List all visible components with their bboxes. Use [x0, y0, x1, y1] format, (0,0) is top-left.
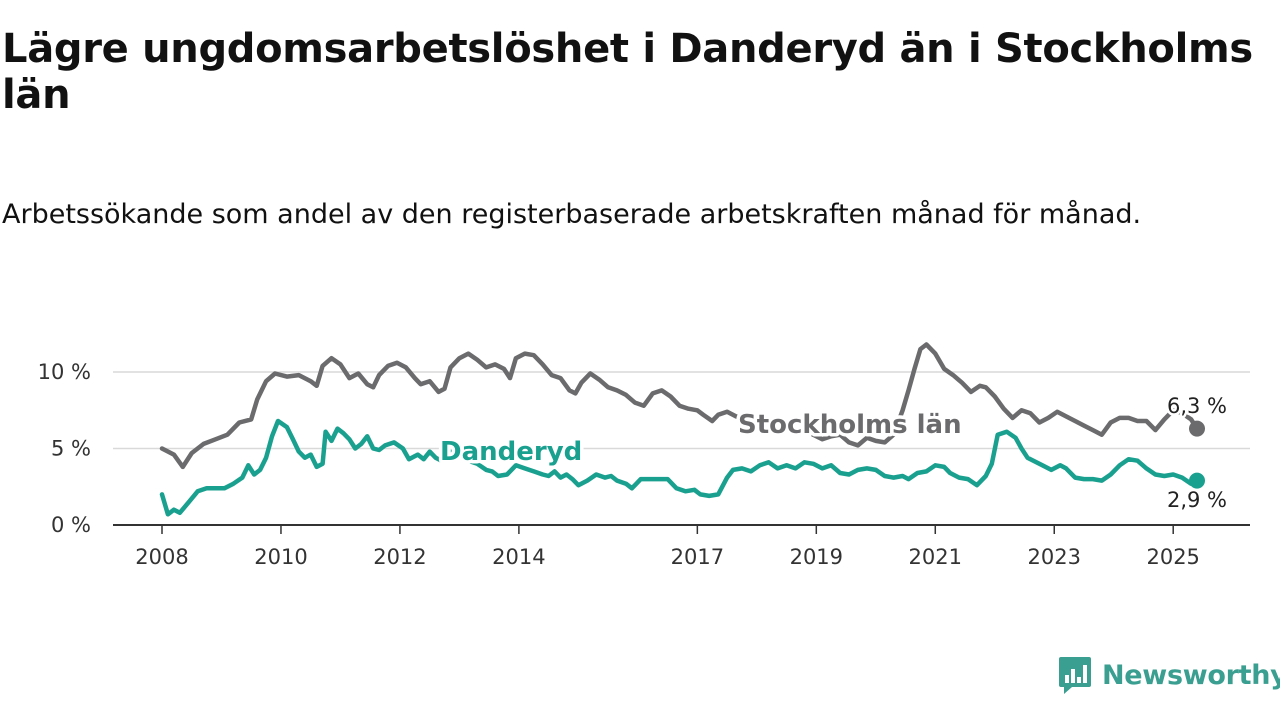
x-tick-label: 2012	[373, 545, 426, 569]
y-tick-label: 0 %	[51, 513, 91, 537]
series-name-label-0: Stockholms län	[738, 410, 962, 440]
brand-name: Newsworthy	[1102, 659, 1280, 691]
y-tick-label: 5 %	[51, 437, 91, 461]
x-tick-label: 2008	[135, 545, 188, 569]
x-tick-label: 2023	[1028, 545, 1081, 569]
x-tick-label: 2025	[1146, 545, 1199, 569]
gridlines	[113, 371, 1250, 450]
x-tick-label: 2017	[671, 545, 724, 569]
chart-subtitle: Arbetssökande som andel av den registerb…	[2, 199, 1142, 230]
series-lines	[159, 342, 1205, 517]
x-tick-label: 2010	[254, 545, 307, 569]
series-end-label-0: 6,3 %	[1167, 394, 1227, 418]
series-end-label-1: 2,9 %	[1167, 488, 1227, 512]
x-tick-label: 2019	[790, 545, 843, 569]
series-labels: Stockholms län 6,3 % Danderyd 2,9 %	[437, 392, 1230, 515]
y-axis-ticks: 0 % 5 % 10 %	[38, 360, 91, 537]
series-name-label-1: Danderyd	[440, 437, 582, 467]
x-axis: 2008 2010 2012 2014 2017 2019 2021 2023 2025	[113, 524, 1250, 569]
series-line-1	[159, 418, 1200, 517]
newsworthy-logo-icon	[1059, 657, 1091, 694]
series-line-0	[159, 342, 1200, 470]
brand-logo: Newsworthy	[1058, 654, 1280, 696]
x-tick-label: 2014	[492, 545, 545, 569]
series-end-dot-0	[1189, 420, 1205, 437]
chart-title: Lägre ungdomsarbetslöshet i Danderyd än …	[2, 26, 1253, 118]
x-tick-label: 2021	[909, 545, 962, 569]
series-end-dot-1	[1189, 472, 1205, 489]
y-tick-label: 10 %	[38, 360, 91, 384]
